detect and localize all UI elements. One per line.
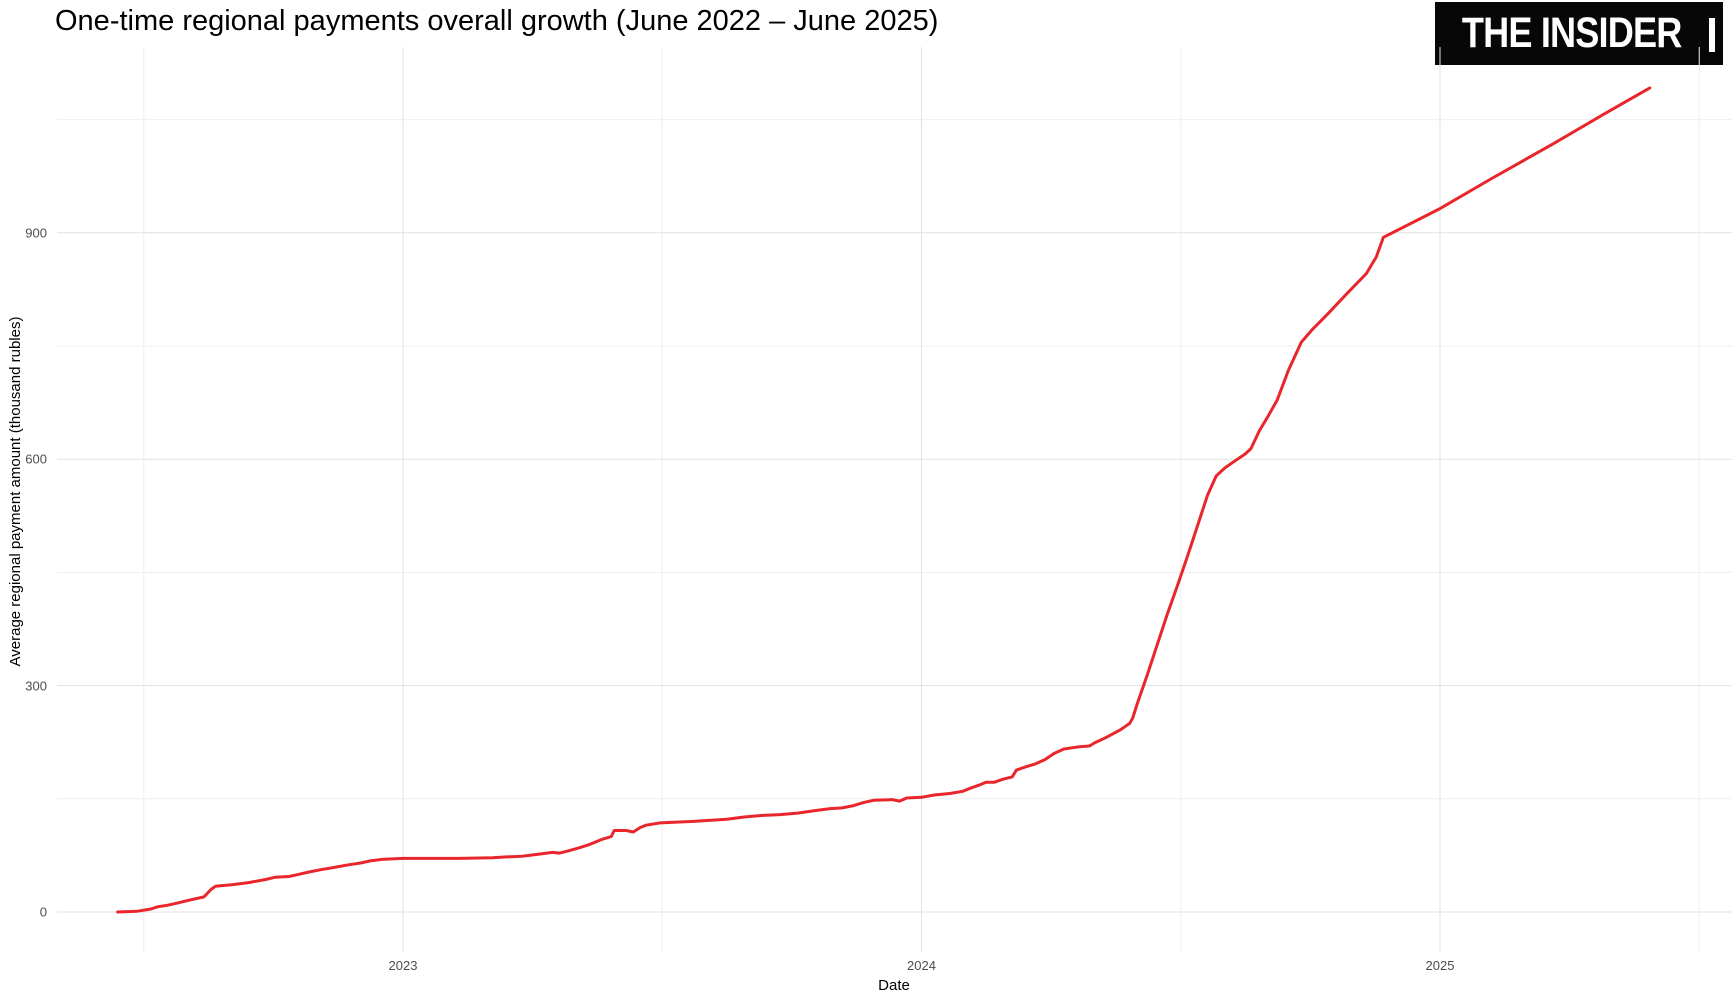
y-tick-label: 300 xyxy=(25,678,47,694)
x-tick-label: 2025 xyxy=(1425,958,1455,973)
y-tick-label: 0 xyxy=(39,904,47,920)
y-tick-label: 600 xyxy=(25,451,47,467)
x-tick-label: 2024 xyxy=(907,958,936,973)
x-tick-label: 2023 xyxy=(388,958,418,973)
logo-text: THE INSIDER xyxy=(1462,9,1682,57)
gridlines-major xyxy=(57,47,1732,952)
y-tick-label: 900 xyxy=(25,225,47,241)
chart-title: One-time regional payments overall growt… xyxy=(55,5,939,37)
logo-cursor-bar xyxy=(1709,18,1715,52)
x-axis-title: Date xyxy=(878,977,910,994)
y-axis-title: Average regional payment amount (thousan… xyxy=(7,316,24,667)
the-insider-logo: THE INSIDER xyxy=(1435,2,1723,65)
gridlines-minor xyxy=(57,47,1732,952)
payments-line xyxy=(116,86,1652,914)
